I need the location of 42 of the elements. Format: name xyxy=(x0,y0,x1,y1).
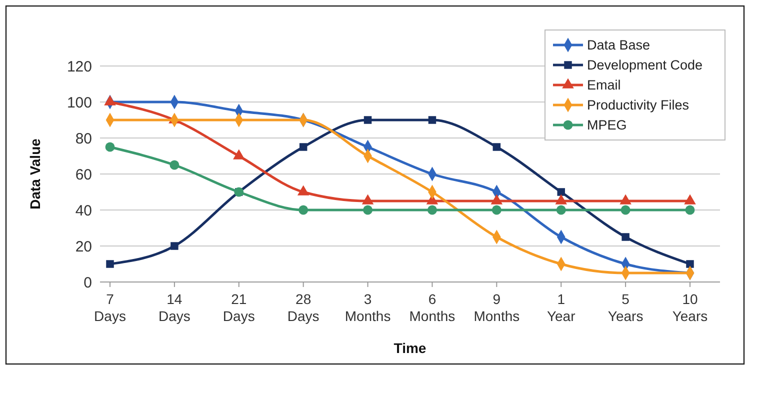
x-tick-label: 3 Months xyxy=(344,291,391,324)
point xyxy=(557,188,565,196)
legend-label: Development Code xyxy=(587,58,703,73)
point xyxy=(106,260,114,268)
point xyxy=(299,143,308,151)
point xyxy=(620,205,630,215)
point xyxy=(492,143,501,151)
x-tick-label: 5 Years xyxy=(608,291,644,324)
point xyxy=(428,205,437,215)
point xyxy=(428,116,436,124)
x-tick-label: 28 Days xyxy=(287,291,320,324)
y-axis-title: Data Value xyxy=(27,138,43,210)
point xyxy=(685,205,695,215)
point xyxy=(170,160,180,170)
x-tick-label: 21 Days xyxy=(222,291,255,324)
y-tick-label: 60 xyxy=(75,166,92,184)
legend-label: Productivity Files xyxy=(587,98,690,113)
point xyxy=(622,233,630,241)
point xyxy=(364,116,372,124)
x-tick-label: 10 Years xyxy=(672,291,708,324)
legend-label: MPEG xyxy=(587,118,627,133)
y-tick-label: 0 xyxy=(84,274,92,292)
x-axis-title: Time xyxy=(394,340,426,356)
point xyxy=(105,142,115,152)
y-tick-label: 80 xyxy=(75,130,92,148)
legend-label: Data Base xyxy=(587,38,650,53)
y-tick-label: 40 xyxy=(75,202,92,220)
legend-label: Email xyxy=(587,78,621,93)
point xyxy=(363,205,372,215)
y-tick-label: 100 xyxy=(66,94,92,112)
y-tick-label: 20 xyxy=(75,238,92,256)
y-tick-label: 120 xyxy=(66,58,92,76)
point xyxy=(170,242,178,250)
x-tick-label: 14 Days xyxy=(158,291,190,324)
point xyxy=(298,205,308,215)
x-tick-label: 9 Months xyxy=(474,291,520,324)
point xyxy=(556,205,566,215)
x-tick-label: 6 Months xyxy=(409,291,456,324)
x-tick-label: 7 Days xyxy=(94,291,126,324)
x-tick-label: 1 Year xyxy=(546,291,576,324)
point xyxy=(686,260,694,268)
point xyxy=(492,205,502,215)
